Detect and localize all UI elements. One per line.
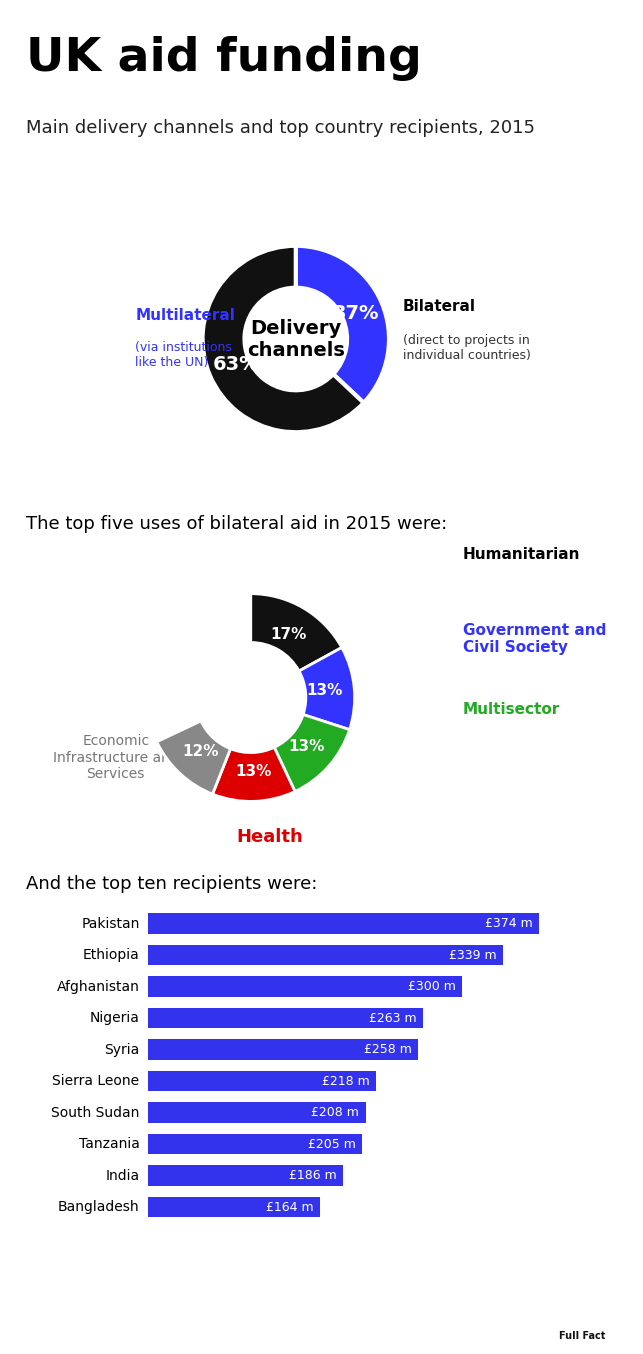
- Text: Delivery
channels: Delivery channels: [247, 318, 345, 360]
- Text: £339 m: £339 m: [449, 949, 496, 961]
- Bar: [148, 1133, 363, 1155]
- Text: £186 m: £186 m: [289, 1169, 336, 1182]
- Text: The top five uses of bilateral aid in 2015 were:: The top five uses of bilateral aid in 20…: [26, 515, 447, 533]
- Text: Bangladesh: Bangladesh: [58, 1200, 140, 1215]
- Wedge shape: [147, 593, 251, 742]
- Text: Sierra Leone: Sierra Leone: [52, 1074, 140, 1089]
- Text: UK aid funding: UK aid funding: [26, 37, 422, 81]
- Text: Source:: Source:: [26, 1289, 91, 1304]
- Wedge shape: [251, 593, 342, 672]
- Bar: [148, 914, 539, 934]
- Bar: [148, 976, 462, 997]
- Bar: [148, 1007, 423, 1029]
- Text: (via institutions
like the UN): (via institutions like the UN): [136, 341, 232, 368]
- Text: Humanitarian: Humanitarian: [463, 547, 581, 562]
- Bar: [148, 1197, 320, 1217]
- Text: Nigeria: Nigeria: [89, 1011, 140, 1025]
- Text: DfID, Statistics on International Development, 2016: DfID, Statistics on International Develo…: [116, 1289, 512, 1304]
- Wedge shape: [274, 715, 350, 792]
- Text: India: India: [105, 1169, 140, 1182]
- Text: Full Fact: Full Fact: [559, 1331, 605, 1340]
- Wedge shape: [299, 647, 355, 730]
- Text: Bilateral: Bilateral: [403, 299, 476, 314]
- Wedge shape: [296, 246, 389, 403]
- Text: 13%: 13%: [306, 684, 342, 699]
- Text: £164 m: £164 m: [266, 1201, 313, 1213]
- Text: £263 m: £263 m: [369, 1011, 417, 1025]
- Text: Economic
Infrastructure and
Services: Economic Infrastructure and Services: [53, 734, 179, 781]
- Text: (direct to projects in
individual countries): (direct to projects in individual countr…: [403, 334, 531, 363]
- Text: Syria: Syria: [104, 1043, 140, 1056]
- Text: Health: Health: [237, 829, 303, 846]
- Text: 17%: 17%: [270, 627, 307, 642]
- Text: £374 m: £374 m: [485, 917, 533, 930]
- Text: Government and
Civil Society: Government and Civil Society: [463, 623, 606, 655]
- Text: £258 m: £258 m: [364, 1043, 412, 1056]
- Text: 12%: 12%: [182, 743, 219, 758]
- Polygon shape: [534, 1252, 624, 1346]
- Bar: [148, 1040, 418, 1060]
- Text: 13%: 13%: [235, 764, 271, 779]
- Text: £208 m: £208 m: [311, 1106, 359, 1120]
- Text: South Sudan: South Sudan: [51, 1106, 140, 1120]
- Bar: [148, 945, 503, 965]
- Text: Main delivery channels and top country recipients, 2015: Main delivery channels and top country r…: [26, 119, 535, 137]
- Wedge shape: [157, 720, 230, 793]
- Text: £218 m: £218 m: [322, 1075, 370, 1087]
- Wedge shape: [203, 246, 364, 432]
- Bar: [148, 1102, 366, 1122]
- Text: £205 m: £205 m: [308, 1137, 356, 1151]
- Text: Tanzania: Tanzania: [78, 1137, 140, 1151]
- Text: 37%: 37%: [332, 303, 379, 322]
- Bar: [148, 1166, 343, 1186]
- Text: 63%: 63%: [213, 355, 259, 375]
- Text: Afghanistan: Afghanistan: [57, 980, 140, 994]
- Text: 13%: 13%: [288, 739, 324, 754]
- Wedge shape: [213, 747, 295, 802]
- Bar: [148, 1071, 376, 1091]
- Text: Multisector: Multisector: [463, 701, 560, 718]
- Text: Multilateral: Multilateral: [136, 309, 235, 324]
- Text: Pakistan: Pakistan: [81, 917, 140, 930]
- Text: Ethiopia: Ethiopia: [83, 948, 140, 963]
- Text: And the top ten recipients were:: And the top ten recipients were:: [26, 876, 317, 894]
- Text: £300 m: £300 m: [408, 980, 456, 992]
